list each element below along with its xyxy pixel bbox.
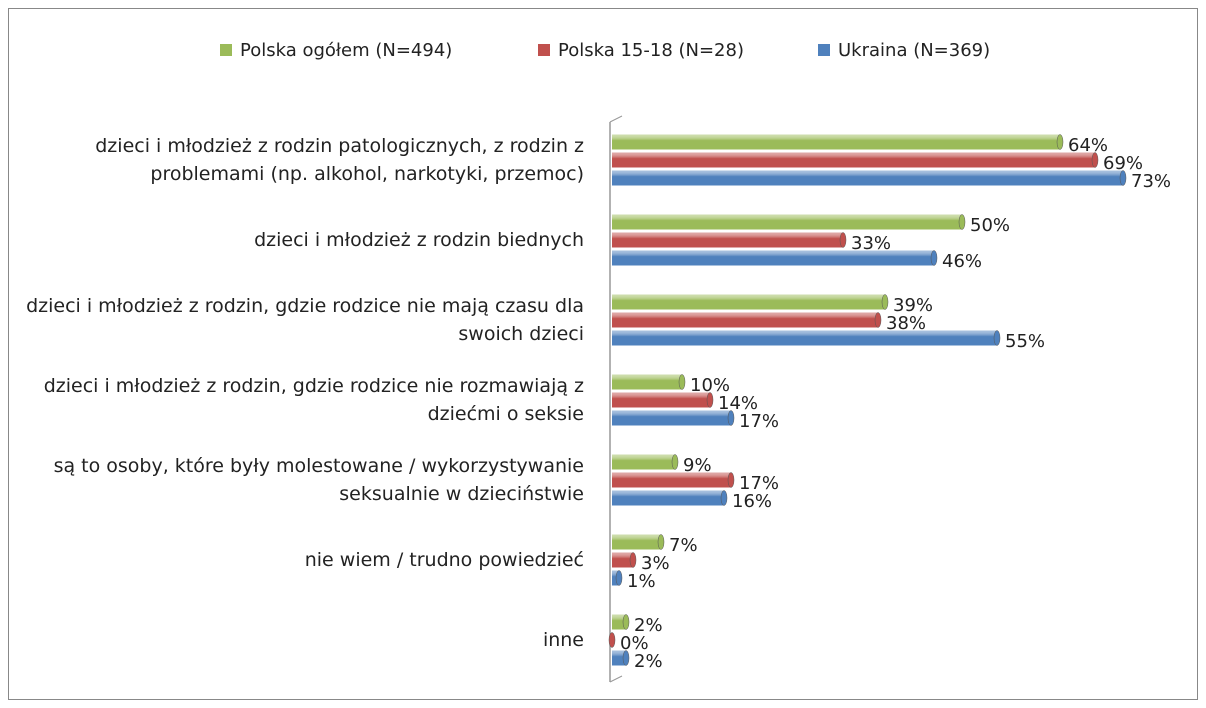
value-label: 9% (683, 455, 712, 476)
bar-cap (727, 472, 735, 488)
bar-cap (727, 410, 735, 426)
bar-shine (612, 570, 619, 586)
value-label: 46% (942, 251, 982, 272)
bar-cap (671, 454, 679, 470)
bar-shine (612, 330, 997, 346)
bar-shine (612, 214, 962, 230)
bar-shine (612, 232, 843, 248)
legend-label: Ukraina (N=369) (838, 40, 990, 61)
value-label: 0% (620, 633, 649, 654)
bar-cap (622, 650, 630, 666)
value-label: 17% (739, 411, 779, 432)
bar-shine (612, 650, 626, 666)
value-label: 55% (1005, 331, 1045, 352)
bar-cap (706, 392, 714, 408)
category-label: są to osoby, które były molestowane / wy… (53, 455, 584, 505)
bar-shine (612, 454, 675, 470)
category-label: inne (542, 629, 584, 651)
bar-shine (612, 250, 934, 266)
bar-cap (615, 570, 623, 586)
bar-shine (612, 152, 1095, 168)
axis-edge (609, 675, 623, 683)
bar-cap (629, 552, 637, 568)
legend-swatch (818, 44, 830, 56)
bar-cap (881, 294, 889, 310)
bar-shine (612, 312, 878, 328)
bar-cap (1056, 134, 1064, 150)
bar-shine (612, 170, 1123, 186)
bar-cap (608, 632, 616, 648)
bar-cap (1119, 170, 1127, 186)
value-label: 2% (634, 651, 663, 672)
frame (8, 8, 1198, 700)
legend-label: Polska ogółem (N=494) (240, 40, 452, 61)
legend-swatch (220, 44, 232, 56)
value-label: 7% (669, 535, 698, 556)
bar-cap (993, 330, 1001, 346)
value-label: 73% (1131, 171, 1171, 192)
axis-edge (609, 115, 623, 123)
bar-shine (612, 614, 626, 630)
legend-label: Polska 15-18 (N=28) (558, 40, 744, 61)
bar-shine (612, 294, 885, 310)
bar-shine (612, 392, 710, 408)
bar-cap (622, 614, 630, 630)
value-label: 14% (718, 393, 758, 414)
bar-cap (930, 250, 938, 266)
category-label: nie wiem / trudno powiedzieć (304, 549, 584, 571)
category-label: dzieci i młodzież z rodzin, gdzie rodzic… (26, 295, 584, 345)
legend-swatch (538, 44, 550, 56)
bar-shine (612, 472, 731, 488)
bar-shine (612, 490, 724, 506)
value-label: 39% (893, 295, 933, 316)
value-label: 38% (886, 313, 926, 334)
bar-shine (612, 552, 633, 568)
bar-cap (720, 490, 728, 506)
value-label: 2% (634, 615, 663, 636)
bar-cap (1091, 152, 1099, 168)
value-label: 10% (690, 375, 730, 396)
bar-cap (678, 374, 686, 390)
category-label: dzieci i młodzież z rodzin patologicznyc… (95, 135, 584, 185)
bar-shine (612, 134, 1060, 150)
value-label: 64% (1068, 135, 1108, 156)
value-label: 1% (627, 571, 656, 592)
value-label: 50% (970, 215, 1010, 236)
bar-cap (874, 312, 882, 328)
value-label: 16% (732, 491, 772, 512)
bar-shine (612, 534, 661, 550)
value-label: 69% (1103, 153, 1143, 174)
category-label: dzieci i młodzież z rodzin biednych (254, 229, 584, 251)
bar-cap (958, 214, 966, 230)
value-label: 3% (641, 553, 670, 574)
bar-shine (612, 374, 682, 390)
bar-cap (839, 232, 847, 248)
value-label: 17% (739, 473, 779, 494)
value-label: 33% (851, 233, 891, 254)
category-label: dzieci i młodzież z rodzin, gdzie rodzic… (43, 375, 584, 425)
bar-cap (657, 534, 665, 550)
bar-shine (612, 410, 731, 426)
